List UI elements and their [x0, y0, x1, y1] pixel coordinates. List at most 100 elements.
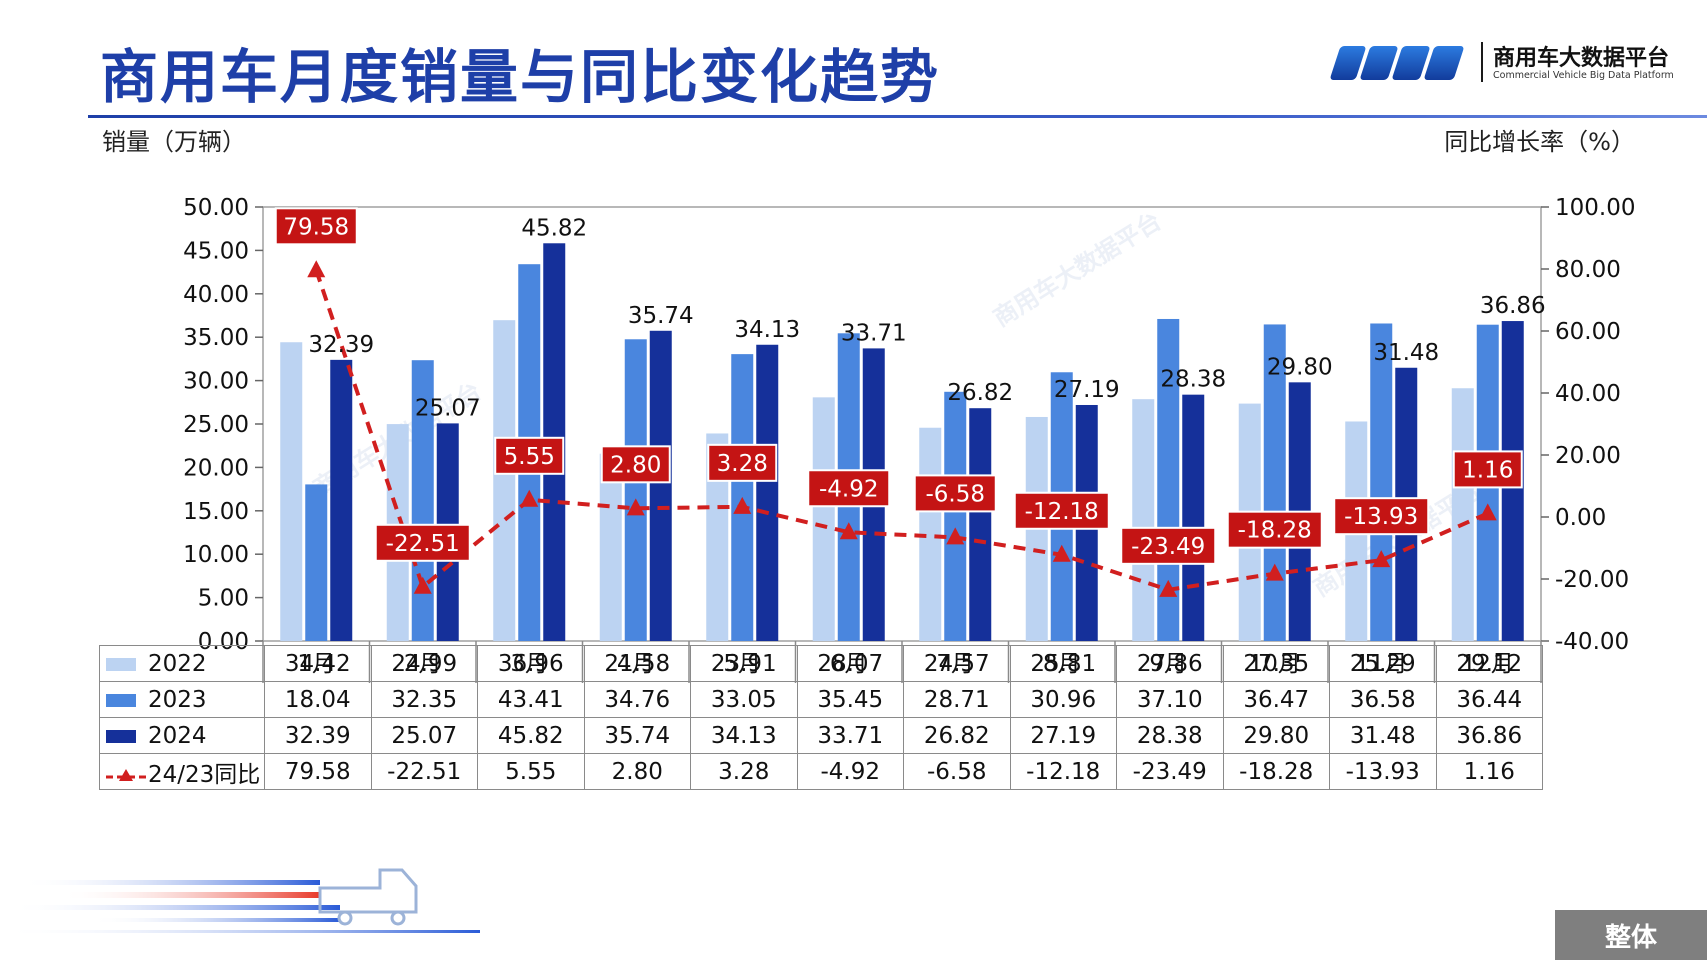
bar-2024-value-label: 27.19: [1054, 377, 1120, 403]
yoy-value-label: 1.16: [1462, 457, 1513, 483]
bar-2023: [1263, 324, 1286, 641]
yoy-marker: [1265, 563, 1284, 581]
yoy-marker: [626, 498, 645, 516]
yoy-marker: [1372, 550, 1391, 568]
table-cell: 36.58: [1329, 681, 1437, 718]
legend-label: 2023: [148, 686, 207, 713]
table-cell: 5.55: [477, 753, 585, 790]
left-axis-tick-label: 5.00: [198, 586, 249, 612]
yoy-value-label: -18.28: [1238, 518, 1312, 544]
legend-cell: 2023: [99, 681, 265, 718]
table-cell: 35.45: [796, 681, 904, 718]
yoy-marker: [520, 489, 539, 507]
bar-2024-value-label: 34.13: [734, 317, 800, 343]
bar-2024: [756, 344, 779, 641]
bar-2024-value-label: 33.71: [841, 320, 907, 346]
bar-2022: [812, 397, 835, 641]
yoy-marker: [1052, 544, 1071, 562]
table-cell: -18.28: [1222, 753, 1330, 790]
yoy-label-box: [494, 436, 565, 475]
bar-2024-value-label: 25.07: [415, 395, 481, 421]
yoy-label-box: [600, 445, 671, 484]
table-cell: -6.58: [903, 753, 1011, 790]
legend-cell: 2024: [99, 717, 265, 754]
table-cell: 36.86: [1435, 717, 1543, 754]
left-axis-tick-label: 40.00: [183, 282, 249, 308]
table-cell: 33.71: [796, 717, 904, 754]
table-cell: 32.39: [264, 717, 372, 754]
table-cell: 21.58: [583, 645, 691, 682]
right-axis-tick-label: 0.00: [1555, 505, 1606, 531]
table-cell: -4.92: [796, 753, 904, 790]
table-cell: 1.16: [1435, 753, 1543, 790]
yoy-value-label: -13.93: [1344, 504, 1418, 530]
table-row: 2023 18.04 32.35 43.41 34.76 33.05 35.45 28.71 3…: [99, 681, 1543, 718]
bar-2023: [624, 339, 647, 641]
left-axis-label: 销量（万辆）: [102, 128, 246, 156]
legend-line-marker-icon: [106, 769, 146, 781]
table-cell: 29.80: [1222, 717, 1330, 754]
table-cell: 25.29: [1329, 645, 1437, 682]
left-axis-tick-label: 35.00: [183, 325, 249, 351]
yoy-value-label: 2.80: [610, 452, 661, 478]
yoy-label-box: [707, 443, 778, 482]
data-table: 2022 34.42 24.99 36.96 21.58 23.91 28.07 24.57 2…: [99, 645, 1543, 790]
yoy-line: [314, 269, 1489, 592]
yoy-marker: [413, 576, 432, 594]
yoy-marker: [839, 522, 858, 540]
legend-swatch-icon: [106, 729, 136, 743]
table-cell: 30.96: [1009, 681, 1117, 718]
right-axis-label: 同比增长率（%）: [1444, 128, 1635, 156]
yoy-label-box: [1013, 491, 1110, 530]
legend-label: 24/23同比: [148, 761, 261, 788]
table-cell: 35.74: [583, 717, 691, 754]
yoy-marker: [1159, 579, 1178, 597]
bar-2024-value-label: 36.86: [1480, 293, 1546, 319]
bar-2024-value-label: 31.48: [1373, 340, 1439, 366]
legend-label: 2022: [148, 650, 207, 677]
legend-swatch-icon: [106, 693, 136, 707]
yoy-label-box: [807, 469, 891, 508]
yoy-value-label: -12.18: [1025, 499, 1099, 525]
left-axis-tick-label: 20.00: [183, 455, 249, 481]
left-axis-tick-label: 15.00: [183, 499, 249, 525]
table-cell: 79.58: [264, 753, 372, 790]
table-cell: 27.35: [1222, 645, 1330, 682]
logo-subtitle: Commercial Vehicle Big Data Platform: [1493, 70, 1674, 81]
truck-decoration-icon: [0, 868, 480, 933]
yoy-label-box: [1333, 497, 1430, 536]
table-cell: 43.41: [477, 681, 585, 718]
bar-2024: [1182, 394, 1205, 641]
bar-2023: [1370, 323, 1393, 641]
table-cell: -23.49: [1116, 753, 1224, 790]
table-cell: 34.13: [690, 717, 798, 754]
title-divider: [88, 115, 1707, 118]
table-cell: 24.57: [903, 645, 1011, 682]
yoy-marker: [733, 496, 752, 514]
bar-2024-value-label: 32.39: [308, 332, 374, 358]
yoy-value-label: -22.51: [386, 531, 460, 557]
bar-2022: [1451, 388, 1474, 641]
table-cell: -22.51: [370, 753, 478, 790]
bar-2024: [649, 330, 672, 641]
table-row: 2022 34.42 24.99 36.96 21.58 23.91 28.07 24.57 2…: [99, 645, 1543, 682]
table-cell: 27.19: [1009, 717, 1117, 754]
table-cell: 45.82: [477, 717, 585, 754]
yoy-value-label: -4.92: [819, 476, 879, 502]
yoy-value-label: -6.58: [925, 481, 985, 507]
legend-label: 2024: [148, 722, 207, 749]
bar-2023: [944, 391, 967, 641]
right-axis-tick-label: 40.00: [1555, 381, 1621, 407]
table-cell: 29.12: [1435, 645, 1543, 682]
bar-2022: [493, 320, 516, 641]
yoy-label-box: [374, 523, 471, 562]
table-cell: 28.71: [903, 681, 1011, 718]
bar-2024-value-label: 26.82: [947, 380, 1013, 406]
table-cell: 34.76: [583, 681, 691, 718]
brand-logo: 商用车大数据平台 Commercial Vehicle Big Data Pla…: [1329, 38, 1695, 88]
table-cell: 28.38: [1116, 717, 1224, 754]
table-cell: 3.28: [690, 753, 798, 790]
yoy-value-label: 79.58: [283, 214, 349, 240]
yoy-marker: [1478, 503, 1497, 521]
right-axis-tick-label: 100.00: [1555, 195, 1635, 221]
